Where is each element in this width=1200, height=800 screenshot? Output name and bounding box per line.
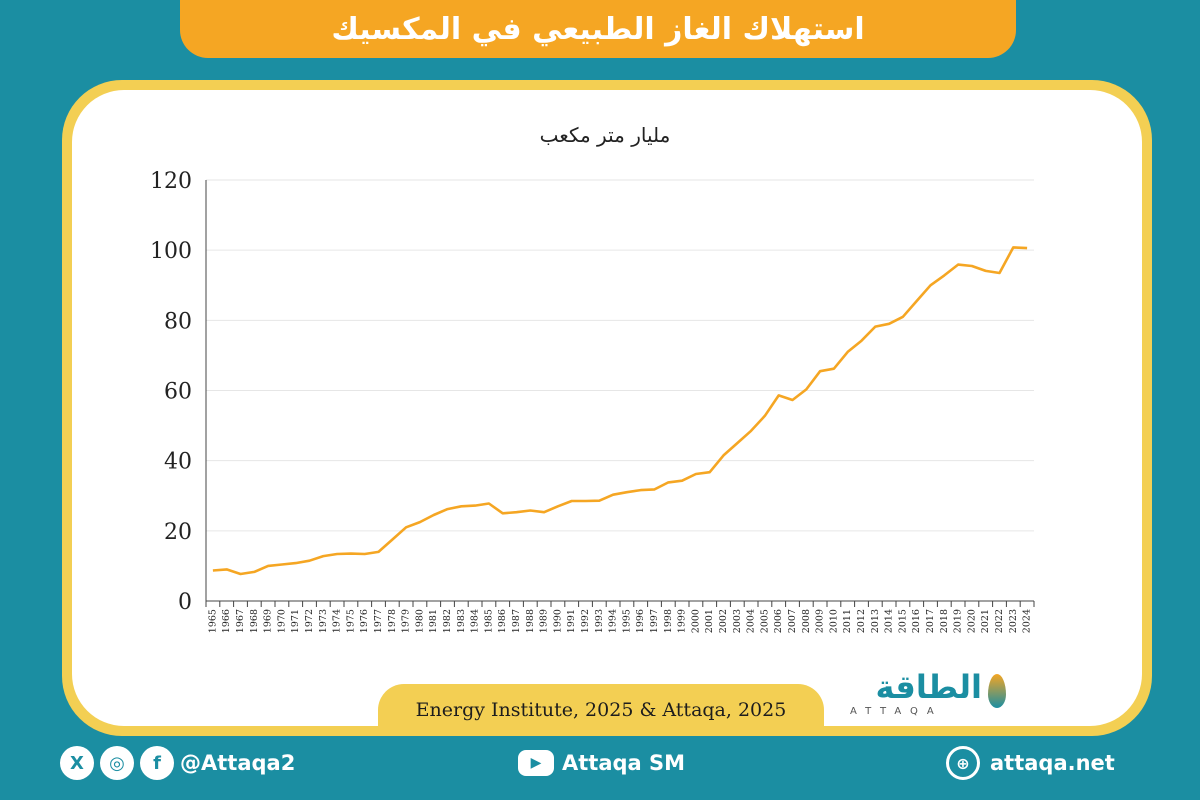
x-tick-label: 2017: [925, 609, 936, 633]
page-title: استهلاك الغاز الطبيعي في المكسيك: [180, 0, 1016, 58]
x-tick-label: 2014: [884, 609, 895, 633]
x-tick-label: 2007: [787, 609, 798, 633]
website-link[interactable]: ⊕ attaqa.net: [946, 744, 1115, 782]
x-tick-label: 1968: [249, 609, 260, 633]
x-tick-label: 1993: [594, 609, 605, 633]
y-tick-label: 0: [178, 590, 192, 615]
youtube-handle: Attaqa SM: [562, 751, 686, 775]
x-tick-label: 2001: [704, 609, 715, 633]
logo-latin-text: ATTAQA: [850, 706, 943, 717]
x-tick-label: 1988: [525, 609, 536, 633]
x-tick-label: 2006: [773, 609, 784, 633]
x-tick-label: 2022: [994, 609, 1005, 633]
x-tick-label: 1983: [456, 609, 467, 633]
x-tick-label: 1970: [276, 609, 287, 633]
y-axis-title: مليار متر مكعب: [540, 123, 671, 147]
x-tick-label: 1996: [635, 609, 646, 633]
x-tick-label: 1979: [401, 609, 412, 633]
x-tick-label: 1989: [539, 609, 550, 633]
x-tick-label: 2018: [939, 609, 950, 633]
attaqa-logo: الطاقة ATTAQA: [830, 668, 1010, 724]
social-handle[interactable]: @Attaqa2: [180, 751, 296, 775]
x-tick-label: 1978: [387, 609, 398, 633]
x-tick-label: 2021: [980, 609, 991, 633]
y-tick-label: 100: [150, 239, 192, 264]
x-tick-label: 1971: [290, 609, 301, 633]
instagram-icon[interactable]: ◎: [100, 746, 134, 780]
x-tick-label: 2016: [911, 609, 922, 633]
series-line: [212, 246, 1028, 576]
x-icon[interactable]: X: [60, 746, 94, 780]
x-tick-label: 2005: [759, 609, 770, 633]
x-tick-label: 2024: [1022, 609, 1033, 633]
x-tick-label: 1967: [235, 609, 246, 633]
social-links: X ◎ f @Attaqa2: [60, 744, 295, 782]
x-tick-label: 1980: [414, 609, 425, 633]
x-tick-label: 1994: [608, 609, 619, 633]
x-tick-label: 1974: [332, 609, 343, 633]
y-tick-label: 80: [164, 309, 192, 334]
x-tick-label: 2010: [828, 609, 839, 633]
x-tick-label: 1997: [649, 609, 660, 633]
x-tick-label: 1982: [442, 609, 453, 633]
youtube-link[interactable]: ▶ Attaqa SM: [518, 744, 685, 782]
footer: X ◎ f @Attaqa2 ▶ Attaqa SM ⊕ attaqa.net: [0, 740, 1200, 786]
x-tick-label: 1981: [428, 609, 439, 633]
x-tick-label: 1990: [552, 609, 563, 633]
x-tick-label: 1975: [345, 609, 356, 633]
x-tick-label: 2015: [897, 609, 908, 633]
x-tick-label: 2013: [870, 609, 881, 633]
x-tick-label: 1973: [318, 609, 329, 633]
x-tick-label: 2012: [856, 609, 867, 633]
chart-card: مليار متر مكعب 0 20 40 60 80 100 120 1965 1966 1…: [72, 90, 1142, 726]
x-tick-label: 2019: [953, 609, 964, 633]
x-tick-label: 1992: [580, 609, 591, 633]
x-tick-label: 1965: [207, 609, 218, 633]
source-label: Energy Institute, 2025 & Attaqa, 2025: [378, 684, 824, 736]
x-tick-label: 1995: [621, 609, 632, 633]
x-tick-label: 2003: [732, 609, 743, 633]
youtube-icon: ▶: [518, 750, 554, 776]
globe-icon: ⊕: [946, 746, 980, 780]
y-tick-label: 40: [164, 450, 192, 475]
x-tick-label: 1985: [483, 609, 494, 633]
x-tick-label: 2020: [966, 609, 977, 633]
x-tick-label: 1998: [663, 609, 674, 633]
x-tick-label: 1999: [677, 609, 688, 633]
x-tick-label: 2008: [801, 609, 812, 633]
x-tick-label: 1986: [497, 609, 508, 633]
x-tick-label: 1966: [221, 609, 232, 633]
x-tick-label: 1976: [359, 609, 370, 633]
y-tick-label: 120: [150, 169, 192, 194]
x-tick-label: 1987: [511, 609, 522, 633]
x-tick-label: 1969: [263, 609, 274, 633]
facebook-icon[interactable]: f: [140, 746, 174, 780]
y-tick-label: 60: [164, 380, 192, 405]
x-tick-label: 1972: [304, 609, 315, 633]
x-tick-label: 2002: [718, 609, 729, 633]
y-tick-label: 20: [164, 520, 192, 545]
x-tick-label: 2000: [690, 609, 701, 633]
x-tick-label: 2004: [746, 609, 757, 633]
drop-icon: [988, 674, 1006, 708]
x-tick-label: 1977: [373, 609, 384, 633]
x-tick-label: 2009: [815, 609, 826, 633]
x-tick-label: 1991: [566, 609, 577, 633]
logo-arabic-text: الطاقة: [875, 668, 982, 706]
website-url: attaqa.net: [990, 751, 1115, 775]
x-tick-label: 2011: [842, 609, 853, 633]
x-tick-label: 1984: [470, 609, 481, 633]
x-tick-label: 2023: [1008, 609, 1019, 633]
